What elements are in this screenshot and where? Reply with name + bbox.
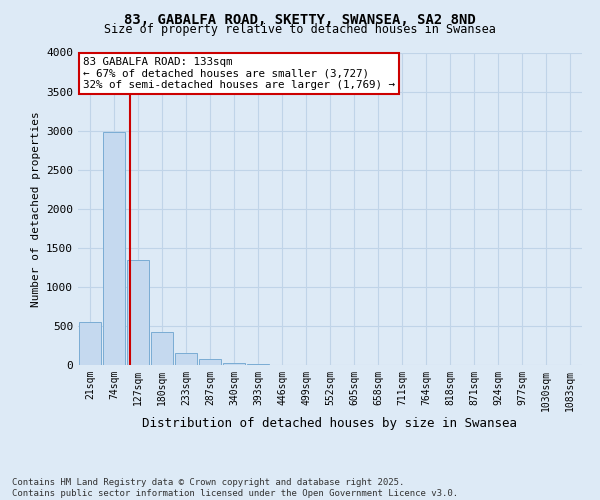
Text: 83 GABALFA ROAD: 133sqm
← 67% of detached houses are smaller (3,727)
32% of semi: 83 GABALFA ROAD: 133sqm ← 67% of detache… bbox=[83, 57, 395, 90]
Text: Contains HM Land Registry data © Crown copyright and database right 2025.
Contai: Contains HM Land Registry data © Crown c… bbox=[12, 478, 458, 498]
Text: 83, GABALFA ROAD, SKETTY, SWANSEA, SA2 8ND: 83, GABALFA ROAD, SKETTY, SWANSEA, SA2 8… bbox=[124, 12, 476, 26]
Bar bbox=[127, 260, 149, 365]
Bar bbox=[199, 359, 221, 365]
Bar bbox=[79, 322, 101, 365]
Bar bbox=[151, 332, 173, 365]
Bar bbox=[103, 132, 125, 365]
Bar bbox=[247, 364, 269, 365]
Text: Size of property relative to detached houses in Swansea: Size of property relative to detached ho… bbox=[104, 22, 496, 36]
Bar bbox=[223, 363, 245, 365]
Y-axis label: Number of detached properties: Number of detached properties bbox=[31, 111, 41, 306]
Bar bbox=[175, 352, 197, 365]
X-axis label: Distribution of detached houses by size in Swansea: Distribution of detached houses by size … bbox=[143, 416, 517, 430]
